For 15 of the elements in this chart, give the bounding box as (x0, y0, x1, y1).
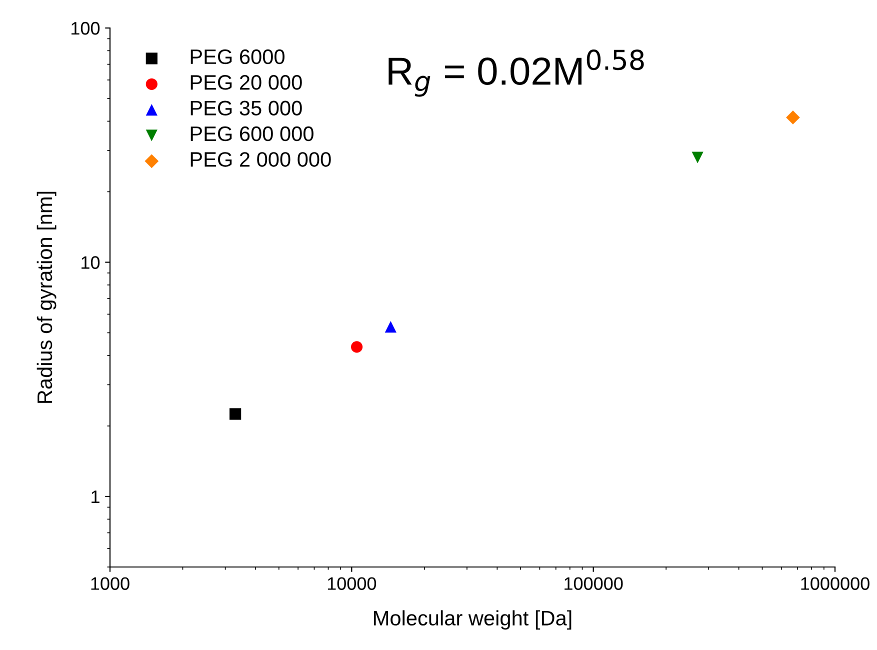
legend-label: PEG 6000 (190, 49, 284, 64)
annotation: R$_{g}$ = 0.02M$^{0.58}$ (388, 50, 644, 97)
legend-label: PEG 600 000 (190, 126, 314, 142)
y-axis-title: Radius of gyration [nm] (36, 192, 56, 403)
legend-label: PEG 20 000 (190, 75, 302, 90)
x-axis-title: Molecular weight [Da] (374, 610, 572, 630)
x-tick-label: 10000 (328, 577, 376, 590)
legend-label: PEG 35 000 (190, 100, 302, 116)
legend-label: PEG 2 000 000 (190, 152, 331, 167)
x-tick-label: 1000000 (801, 577, 870, 590)
y-tick-label: 10 (82, 256, 100, 269)
y-tick-label: 100 (72, 22, 100, 35)
x-tick-label: 100000 (564, 577, 623, 590)
x-tick-label: 1000 (91, 577, 130, 590)
y-tick-label: 1 (92, 490, 100, 504)
